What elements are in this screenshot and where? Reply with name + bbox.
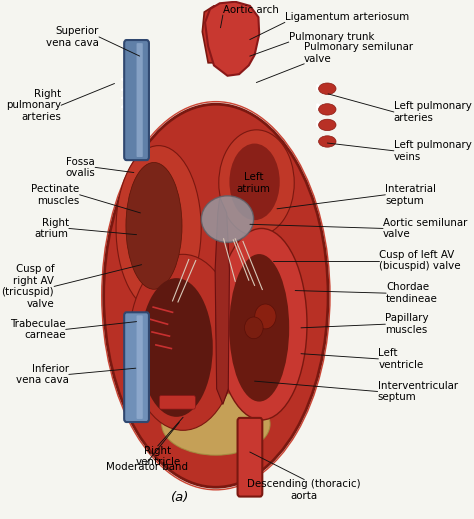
Text: Left pulmonary
veins: Left pulmonary veins: [394, 140, 472, 161]
Text: Pectinate
muscles: Pectinate muscles: [31, 184, 80, 206]
FancyBboxPatch shape: [124, 40, 149, 160]
Ellipse shape: [255, 304, 276, 329]
Ellipse shape: [140, 278, 213, 417]
Text: Pulmonary trunk: Pulmonary trunk: [289, 32, 374, 42]
Polygon shape: [205, 2, 259, 76]
FancyBboxPatch shape: [237, 418, 262, 497]
Ellipse shape: [104, 104, 328, 487]
Text: Fossa
ovalis: Fossa ovalis: [65, 157, 95, 178]
Ellipse shape: [201, 196, 254, 242]
Text: Trabeculae
carneae: Trabeculae carneae: [10, 319, 66, 340]
Text: Left
ventricle: Left ventricle: [378, 348, 424, 370]
Text: Inferior
vena cava: Inferior vena cava: [16, 364, 69, 385]
Text: Moderator band: Moderator band: [106, 462, 188, 472]
Text: Ligamentum arteriosum: Ligamentum arteriosum: [285, 12, 409, 22]
Text: Aortic semilunar
valve: Aortic semilunar valve: [383, 217, 467, 239]
Text: Aortic arch: Aortic arch: [223, 5, 279, 15]
Ellipse shape: [319, 119, 336, 131]
Ellipse shape: [126, 162, 182, 289]
Text: Superior
vena cava: Superior vena cava: [46, 26, 99, 48]
Text: (a): (a): [171, 491, 190, 504]
Text: Left pulmonary
arteries: Left pulmonary arteries: [394, 101, 472, 123]
Text: Right
ventricle: Right ventricle: [135, 446, 181, 468]
FancyBboxPatch shape: [137, 316, 143, 419]
FancyBboxPatch shape: [124, 312, 149, 422]
FancyBboxPatch shape: [159, 395, 195, 409]
Text: Right
pulmonary
arteries: Right pulmonary arteries: [6, 89, 61, 122]
Ellipse shape: [216, 228, 307, 420]
Polygon shape: [215, 197, 229, 404]
Text: Left
atrium: Left atrium: [237, 172, 271, 194]
Ellipse shape: [229, 254, 289, 402]
Ellipse shape: [116, 146, 201, 311]
Ellipse shape: [319, 83, 336, 94]
Ellipse shape: [245, 317, 263, 339]
Text: Interatrial
septum: Interatrial septum: [385, 184, 436, 206]
Text: Papillary
muscles: Papillary muscles: [385, 313, 429, 335]
Text: Pulmonary semilunar
valve: Pulmonary semilunar valve: [304, 42, 413, 64]
Text: Right
atrium: Right atrium: [35, 217, 69, 239]
Text: Chordae
tendineae: Chordae tendineae: [386, 282, 438, 304]
Ellipse shape: [319, 104, 336, 115]
Ellipse shape: [219, 130, 294, 236]
Polygon shape: [202, 6, 235, 63]
Ellipse shape: [319, 136, 336, 147]
Ellipse shape: [229, 144, 280, 220]
Text: Cusp of left AV
(bicuspid) valve: Cusp of left AV (bicuspid) valve: [379, 250, 461, 271]
Text: Cusp of
right AV
(tricuspid)
valve: Cusp of right AV (tricuspid) valve: [1, 264, 54, 309]
Text: Descending (thoracic)
aorta: Descending (thoracic) aorta: [247, 480, 361, 501]
Ellipse shape: [162, 393, 270, 455]
Text: Interventricular
septum: Interventricular septum: [378, 381, 458, 402]
FancyBboxPatch shape: [137, 43, 143, 157]
Ellipse shape: [129, 254, 237, 430]
